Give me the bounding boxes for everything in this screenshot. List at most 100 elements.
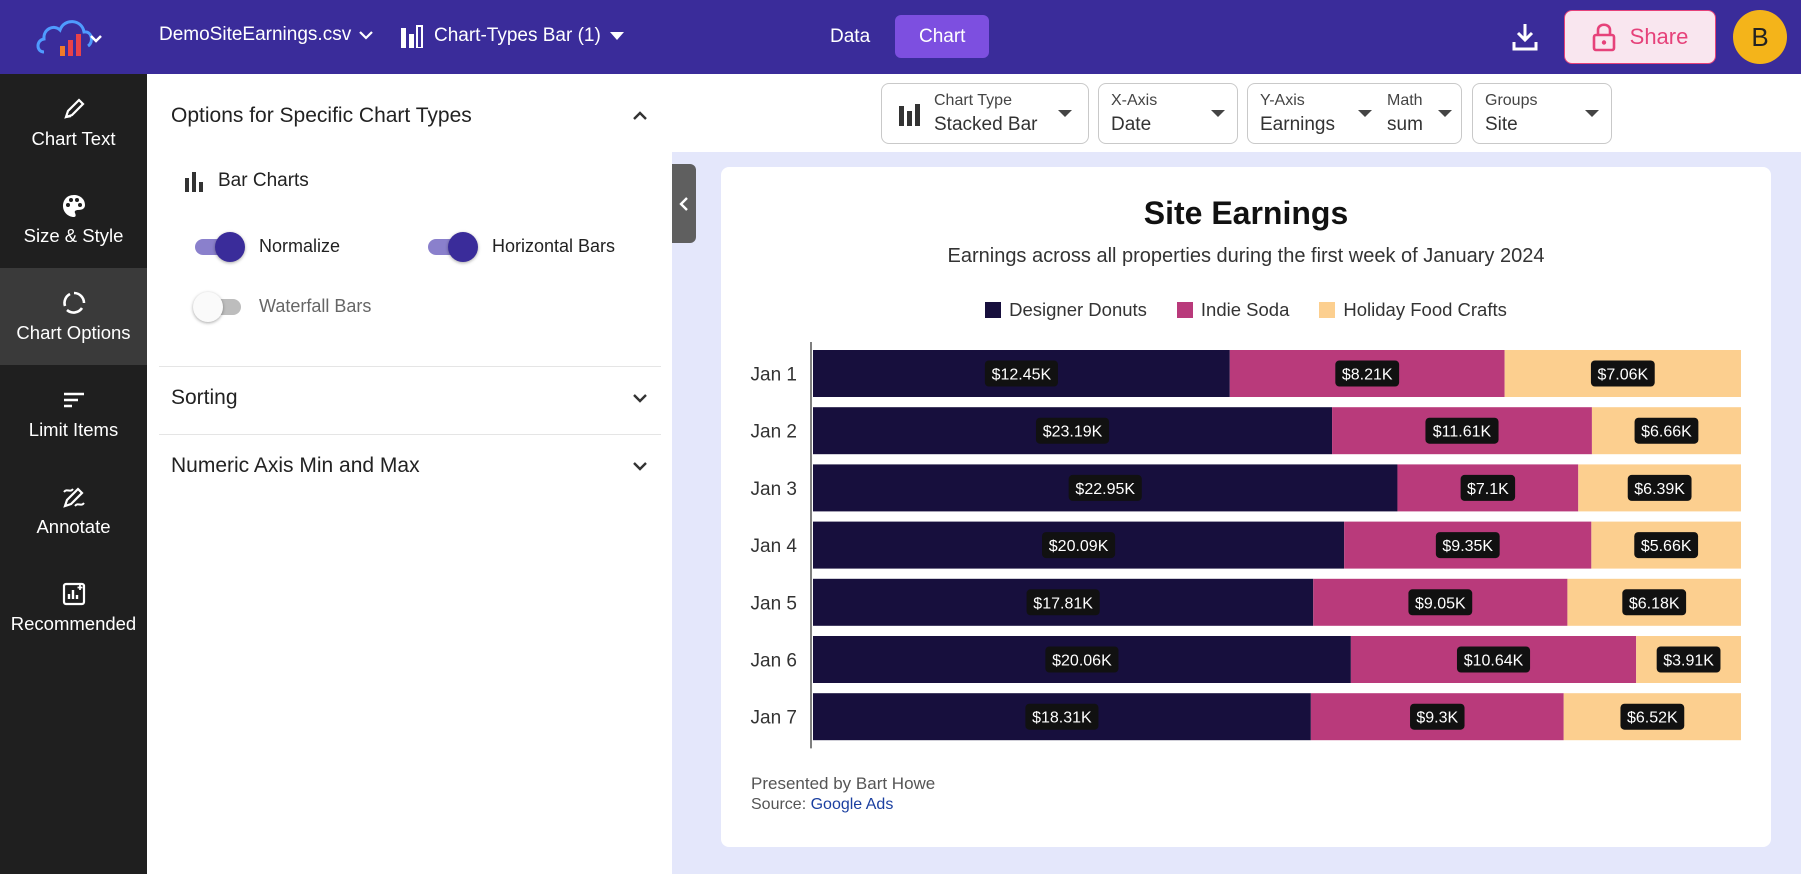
data-label: $6.39K xyxy=(1634,481,1685,498)
normalize-label: Normalize xyxy=(259,235,341,256)
section-title: Numeric Axis Min and Max xyxy=(171,454,420,477)
data-label-box xyxy=(1620,703,1685,730)
chart-subtitle[interactable]: Earnings across all properties during th… xyxy=(947,245,1545,267)
divider xyxy=(159,366,661,367)
y-axis-label: Y-Axis xyxy=(1260,92,1305,109)
legend-swatch xyxy=(1319,302,1336,318)
palette-icon xyxy=(62,194,85,217)
normalize-option: Normalize xyxy=(193,231,341,262)
data-label: $11.61K xyxy=(1433,424,1492,441)
section-sorting-header[interactable]: Sorting xyxy=(171,386,651,410)
data-label-box xyxy=(1045,646,1119,673)
chevron-left-icon xyxy=(679,196,688,211)
legend-label: Holiday Food Crafts xyxy=(1343,299,1507,320)
share-button[interactable]: Share xyxy=(1564,10,1716,64)
section-axis-minmax-header[interactable]: Numeric Axis Min and Max xyxy=(171,454,651,478)
data-label-box xyxy=(1035,417,1110,444)
legend-label: Designer Donuts xyxy=(1009,299,1147,320)
avatar[interactable]: B xyxy=(1733,10,1787,64)
nav-label: Limit Items xyxy=(28,418,119,440)
data-label-box xyxy=(1634,417,1699,444)
caret-down-icon xyxy=(1438,110,1452,117)
annotate-icon xyxy=(62,486,85,508)
chart-type-value: Stacked Bar xyxy=(934,114,1038,135)
normalize-toggle[interactable] xyxy=(193,231,245,262)
nav-label: Recommended xyxy=(10,612,137,634)
y-tick-label: Jan 1 xyxy=(751,365,797,386)
download-button[interactable] xyxy=(1508,20,1542,54)
data-label-box xyxy=(1456,646,1531,673)
groups-select[interactable]: Groups Site xyxy=(1472,83,1612,144)
caret-down-icon xyxy=(1358,110,1372,117)
chart-title[interactable]: Site Earnings xyxy=(1143,195,1349,231)
limit-lines-icon xyxy=(63,392,84,407)
waterfall-bars-option: Waterfall Bars xyxy=(193,291,371,322)
section-specific-chart-types-header[interactable]: Options for Specific Chart Types xyxy=(171,104,651,128)
data-label-box xyxy=(1435,532,1500,559)
legend-item[interactable]: Indie Soda xyxy=(1176,299,1290,321)
waterfall-bars-toggle[interactable] xyxy=(193,291,245,322)
x-axis-value: Date xyxy=(1111,114,1152,135)
data-label-box xyxy=(1042,532,1116,559)
data-label-box xyxy=(1590,360,1655,387)
legend-swatch xyxy=(1176,302,1193,318)
tab-data[interactable]: Data xyxy=(830,25,871,47)
nav-chart-options[interactable]: Chart Options xyxy=(0,268,147,365)
data-label-box xyxy=(1656,646,1721,673)
legend-label: Indie Soda xyxy=(1200,299,1290,320)
source-link[interactable]: Google Ads xyxy=(810,796,894,813)
nav-label: Chart Text xyxy=(31,127,116,149)
legend-item[interactable]: Holiday Food Crafts xyxy=(1319,299,1507,321)
chevron-down-icon xyxy=(633,394,647,403)
groups-label: Groups xyxy=(1485,92,1538,109)
y-tick-label: Jan 2 xyxy=(751,422,797,443)
nav-label: Size & Style xyxy=(23,224,124,246)
section-title: Options for Specific Chart Types xyxy=(171,104,472,127)
horizontal-bars-toggle[interactable] xyxy=(426,231,478,262)
data-label: $7.06K xyxy=(1597,367,1648,384)
bar-charts-group: Bar Charts xyxy=(184,170,309,192)
chart-selector[interactable]: Chart-Types Bar (1) xyxy=(400,24,625,48)
bar-chart-icon xyxy=(401,25,423,48)
app-logo-menu[interactable] xyxy=(34,12,106,62)
data-label-box xyxy=(1425,417,1499,444)
tab-chart[interactable]: Chart xyxy=(895,15,990,58)
stacked-bar-icon xyxy=(899,104,920,126)
x-axis-select[interactable]: X-Axis Date xyxy=(1098,83,1238,144)
data-label-box xyxy=(1410,703,1465,730)
nav-annotate[interactable]: Annotate xyxy=(0,462,147,559)
cloud-chart-logo-icon xyxy=(36,20,102,56)
legend-item[interactable]: Designer Donuts xyxy=(985,299,1147,321)
nav-chart-text[interactable]: Chart Text xyxy=(0,74,147,171)
horizontal-bars-option: Horizontal Bars xyxy=(426,231,615,262)
nav-limit-items[interactable]: Limit Items xyxy=(0,365,147,462)
file-name: DemoSiteEarnings.csv xyxy=(159,24,352,45)
y-axis-value: Earnings xyxy=(1260,114,1335,135)
groups-value: Site xyxy=(1485,114,1518,135)
data-label-box xyxy=(1025,703,1099,730)
nav-label: Chart Options xyxy=(16,321,131,343)
pencil-icon xyxy=(63,97,85,119)
chart-name: Chart-Types Bar (1) xyxy=(434,25,601,46)
data-label: $6.52K xyxy=(1627,710,1678,727)
divider xyxy=(159,434,661,435)
nav-size-style[interactable]: Size & Style xyxy=(0,171,147,268)
data-label: $20.06K xyxy=(1052,653,1112,670)
file-selector[interactable]: DemoSiteEarnings.csv xyxy=(159,24,373,46)
left-nav: Chart Text Size & Style Chart Options Li… xyxy=(0,74,147,874)
data-label-box xyxy=(1068,474,1142,501)
chart-type-select[interactable]: Chart Type Stacked Bar xyxy=(881,83,1089,144)
source-prefix: Source: xyxy=(751,796,807,813)
data-label: $6.66K xyxy=(1641,424,1692,441)
data-label-box xyxy=(1622,589,1687,616)
y-tick-label: Jan 7 xyxy=(751,708,797,729)
data-label: $3.91K xyxy=(1663,653,1714,670)
collapse-panel-button[interactable] xyxy=(672,164,696,243)
chart-plot: Jan 1 $12.45K $8.21K $7.06K Jan 2 $23.19K $11.… xyxy=(751,342,1741,749)
nav-recommended[interactable]: Recommended xyxy=(0,559,147,656)
y-axis-math-select[interactable]: Y-Axis Earnings Math sum xyxy=(1247,83,1462,144)
chart-type-label: Chart Type xyxy=(934,92,1012,109)
data-label: $9.05K xyxy=(1415,595,1466,612)
data-label-box xyxy=(1408,589,1473,616)
data-label: $22.95K xyxy=(1075,481,1135,498)
